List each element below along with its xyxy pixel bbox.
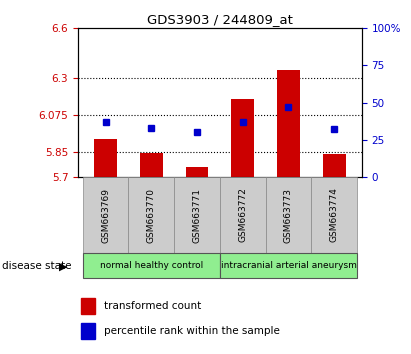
Text: normal healthy control: normal healthy control — [99, 261, 203, 270]
Text: intracranial arterial aneurysm: intracranial arterial aneurysm — [221, 261, 356, 270]
Bar — [231, 99, 254, 177]
Bar — [186, 167, 208, 177]
Bar — [128, 177, 174, 253]
Bar — [277, 70, 300, 177]
Bar — [220, 177, 266, 253]
Bar — [81, 298, 95, 314]
Bar — [83, 177, 128, 253]
Bar — [81, 323, 95, 339]
Bar — [312, 177, 357, 253]
Text: GSM663770: GSM663770 — [147, 188, 156, 242]
Bar — [266, 177, 312, 253]
Bar — [220, 253, 357, 278]
Text: disease state: disease state — [2, 261, 72, 271]
Text: ▶: ▶ — [60, 261, 68, 271]
Title: GDS3903 / 244809_at: GDS3903 / 244809_at — [147, 13, 293, 26]
Text: GSM663771: GSM663771 — [192, 188, 201, 242]
Text: percentile rank within the sample: percentile rank within the sample — [104, 326, 279, 336]
Text: transformed count: transformed count — [104, 301, 201, 311]
Text: GSM663772: GSM663772 — [238, 188, 247, 242]
Bar — [94, 139, 117, 177]
Text: GSM663773: GSM663773 — [284, 188, 293, 242]
Bar — [83, 253, 220, 278]
Text: GSM663769: GSM663769 — [101, 188, 110, 242]
Text: GSM663774: GSM663774 — [330, 188, 339, 242]
Bar — [174, 177, 220, 253]
Bar — [323, 154, 346, 177]
Bar — [140, 153, 163, 177]
